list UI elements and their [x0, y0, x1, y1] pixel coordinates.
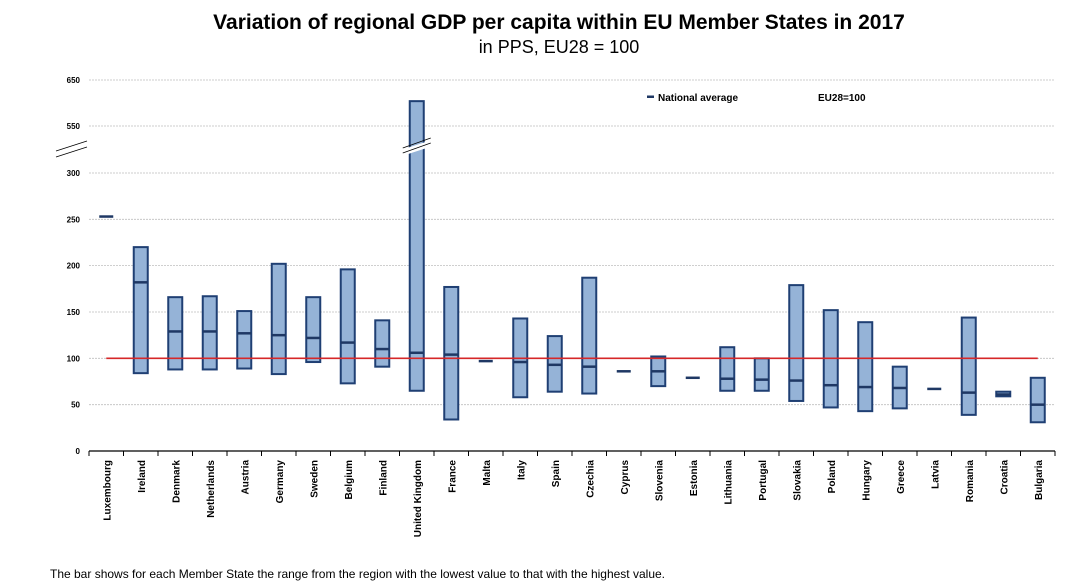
national-average-marker: [409, 351, 424, 355]
national-average-marker: [237, 332, 252, 335]
national-average-marker: [892, 386, 907, 390]
x-tick-label: Italy: [516, 460, 527, 480]
legend-national-average: National average: [658, 93, 738, 104]
legend-eu28: EU28=100: [818, 93, 866, 104]
national-average-marker: [927, 387, 942, 391]
y-tick-label: 200: [67, 262, 81, 271]
x-tick-label: Netherlands: [206, 460, 217, 518]
range-bar-ireland: [132, 246, 149, 375]
x-tick-label: Austria: [240, 460, 251, 495]
x-tick-label: Croatia: [999, 460, 1010, 495]
national-average-marker: [478, 359, 493, 363]
y-tick-label: 150: [67, 308, 81, 317]
legend: National average EU28=100: [647, 93, 866, 104]
y-tick-label: 300: [67, 169, 81, 178]
national-average-marker: [858, 385, 873, 389]
x-tick-label: Germany: [275, 460, 286, 504]
range-bar-portugal: [753, 357, 770, 392]
x-tick-label: Belgium: [344, 460, 355, 500]
national-average-marker: [720, 377, 735, 380]
national-average-marker: [168, 330, 183, 333]
national-average-marker: [961, 391, 976, 394]
national-average-marker: [582, 365, 597, 368]
range-bar-united-kingdom: [408, 100, 425, 392]
national-average-marker: [996, 393, 1011, 396]
x-tick-label: Greece: [896, 460, 907, 494]
x-tick-label: Portugal: [758, 460, 769, 501]
national-average-marker: [547, 363, 562, 367]
range-bar-france: [443, 285, 460, 421]
range-bar-austria: [236, 310, 253, 370]
x-tick-label: Spain: [551, 460, 562, 487]
legend-avg-marker: [647, 95, 654, 98]
x-tick-label: Czechia: [585, 460, 596, 498]
chart-title: Variation of regional GDP per capita wit…: [213, 11, 905, 34]
axis-break-mark: [55, 140, 88, 152]
x-tick-label: Slovenia: [654, 460, 665, 502]
x-tick-label: Poland: [827, 460, 838, 493]
y-tick-labels: 0 50 100 150 200 250 300 550 650: [55, 76, 88, 456]
y-tick-label: 250: [67, 215, 81, 224]
y-tick-label: 50: [71, 401, 80, 410]
national-average-marker: [513, 360, 528, 364]
range-bar-hungary: [857, 321, 874, 413]
x-tick-label: Malta: [482, 460, 493, 486]
y-tick-label: 0: [76, 447, 81, 456]
bar-break-mark: [402, 142, 431, 154]
x-tick-label: Hungary: [861, 460, 872, 501]
x-tick-label: Luxembourg: [102, 460, 113, 521]
national-average-marker: [340, 341, 355, 344]
national-average-marker: [99, 215, 114, 218]
range-bar-sweden: [305, 296, 322, 364]
x-tick-label: France: [447, 460, 458, 493]
range-bar-finland: [374, 319, 391, 368]
axis-break-mark: [55, 146, 88, 158]
national-average-marker: [616, 370, 631, 373]
national-average-marker: [306, 336, 321, 340]
x-axis: Luxembourg Ireland Denmark Netherlands Austr…: [88, 450, 1056, 537]
range-bar-lithuania: [719, 346, 736, 392]
y-tick-label: 650: [67, 76, 81, 85]
national-average-marker: [1030, 403, 1045, 406]
national-average-marker: [271, 333, 286, 337]
national-average-marker: [375, 347, 390, 351]
x-tick-label: Estonia: [689, 460, 700, 497]
x-tick-label: United Kingdom: [413, 460, 424, 537]
x-tick-label: Bulgaria: [1034, 460, 1045, 500]
national-average-marker: [823, 383, 838, 387]
x-tick-label: Denmark: [171, 460, 182, 503]
range-bar-romania: [960, 316, 977, 416]
x-tick-label: Lithuania: [723, 460, 734, 505]
national-average-marker: [651, 370, 666, 373]
x-tick-label: Romania: [965, 460, 976, 503]
y-tick-label: 100: [67, 354, 81, 363]
range-bar-netherlands: [201, 295, 218, 371]
y-tick-label: 550: [67, 122, 81, 131]
range-bar-slovakia: [788, 284, 805, 402]
range-bar-denmark: [167, 296, 184, 371]
x-tick-label: Cyprus: [620, 460, 631, 495]
national-average-marker: [754, 378, 769, 381]
x-tick-label: Slovakia: [792, 460, 803, 501]
range-bar-germany: [270, 262, 287, 376]
gridlines: [89, 79, 1055, 406]
range-bar-bulgaria: [1029, 376, 1046, 424]
national-average-marker: [202, 330, 217, 333]
national-average-marker: [133, 281, 148, 284]
x-tick-label: Latvia: [930, 460, 941, 489]
x-tick-label: Finland: [378, 460, 389, 496]
national-average-marker: [685, 376, 700, 380]
national-average-marker: [444, 353, 459, 356]
x-tick-label: Sweden: [309, 460, 320, 498]
chart-subtitle: in PPS, EU28 = 100: [478, 37, 640, 57]
bars: [99, 100, 1046, 424]
range-bar-belgium: [339, 268, 356, 385]
range-bar-czechia: [581, 276, 598, 395]
footnote: The bar shows for each Member State the …: [50, 567, 665, 581]
x-tick-label: Ireland: [137, 460, 148, 493]
national-average-marker: [789, 379, 804, 382]
bar-break-mark: [402, 137, 431, 149]
